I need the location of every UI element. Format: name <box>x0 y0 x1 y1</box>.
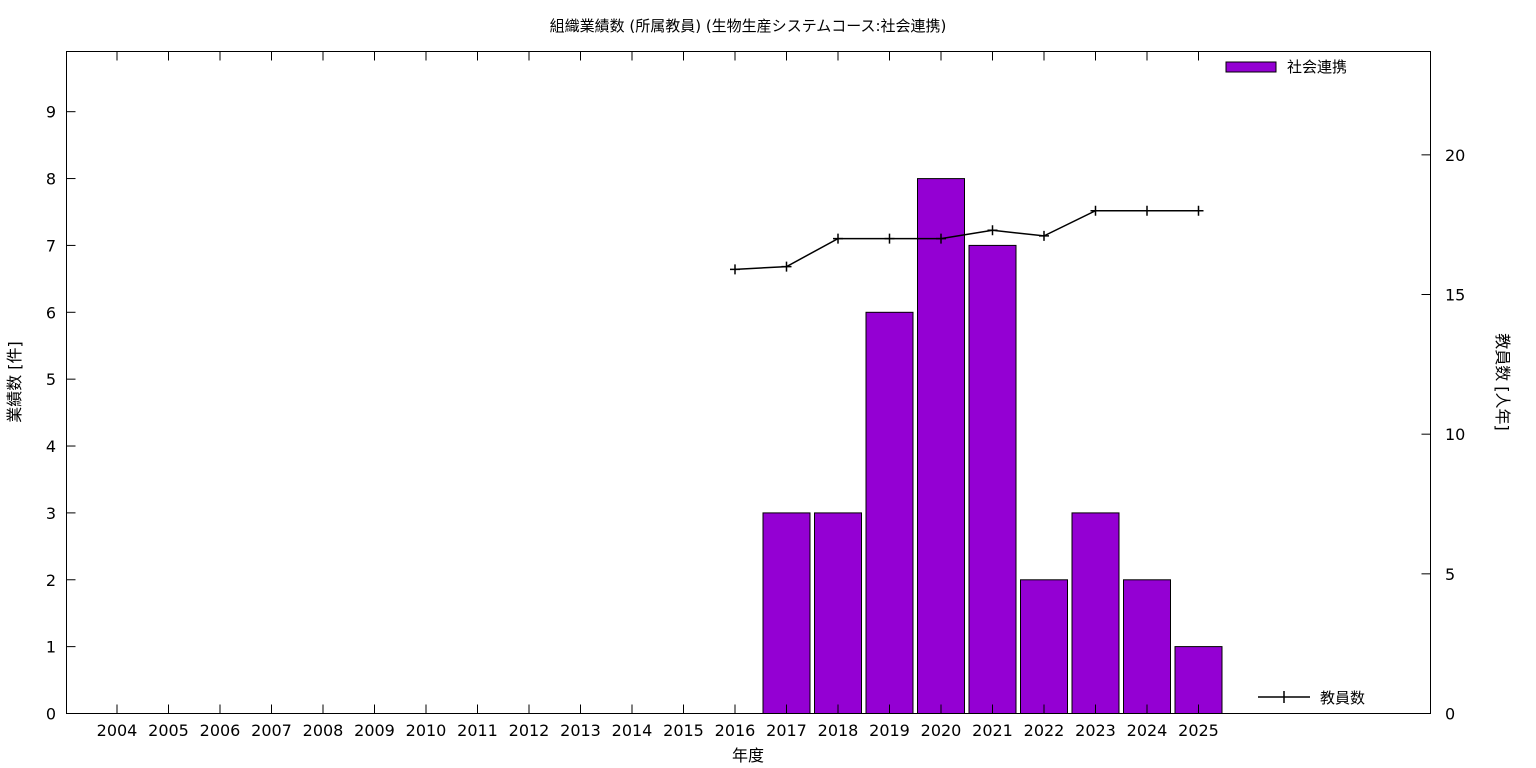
teacher-count-point-2022 <box>1039 230 1049 241</box>
plus-marker <box>833 233 843 244</box>
x-tick-label-2011: 2011 <box>457 721 498 740</box>
x-tick-label-2012: 2012 <box>509 721 550 740</box>
teacher-count-point-2023 <box>1090 205 1101 216</box>
x-tick-label-2006: 2006 <box>200 721 241 740</box>
bar-2022 <box>1020 579 1068 714</box>
y-axis-label: 業績数 [件] <box>5 341 24 423</box>
plus-marker <box>1142 205 1152 216</box>
x-tick-label-2022: 2022 <box>1024 721 1065 740</box>
x-tick-label-2020: 2020 <box>921 721 962 740</box>
teacher-count-line <box>734 209 1199 271</box>
teacher-count-point-2025 <box>1193 205 1204 216</box>
x-tick-label-2010: 2010 <box>406 721 447 740</box>
bar-2024 <box>1123 579 1171 714</box>
plus-marker <box>1090 205 1101 216</box>
x-tick-label-2025: 2025 <box>1178 721 1219 740</box>
plus-marker <box>781 261 792 272</box>
y-tick-label-0: 0 <box>46 705 56 724</box>
teacher-count-point-2021 <box>987 225 998 236</box>
x-tick-label-2005: 2005 <box>148 721 189 740</box>
plus-marker <box>1193 205 1204 216</box>
teacher-count-point-2016 <box>730 264 740 275</box>
y-tick-label-8: 8 <box>46 170 56 189</box>
x-tick-label-2023: 2023 <box>1075 721 1116 740</box>
bar-2018 <box>814 512 862 715</box>
x-tick-label-2016: 2016 <box>715 721 756 740</box>
teacher-count-point-2018 <box>833 233 843 244</box>
y-tick-label-6: 6 <box>46 303 56 322</box>
bar-2020 <box>917 178 965 715</box>
bar-2025 <box>1174 646 1223 714</box>
y2-tick-label-20: 20 <box>1445 146 1465 165</box>
bars-layer <box>762 178 1223 715</box>
plot-area-frame <box>66 51 1431 714</box>
chart-title: 組織業績数 (所属教員) (生物生産システムコース:社会連携) <box>550 17 947 35</box>
x-tick-label-2009: 2009 <box>354 721 395 740</box>
y2-tick-label-0: 0 <box>1445 705 1455 724</box>
y2-tick-label-10: 10 <box>1445 425 1465 444</box>
legend-line-label: 教員数 <box>1320 689 1365 707</box>
legend-line: 教員数 <box>1258 689 1365 707</box>
legend-bar-label: 社会連携 <box>1287 58 1347 76</box>
y2-tick-label-5: 5 <box>1445 565 1455 584</box>
legend-bar-swatch <box>1225 61 1277 73</box>
y-tick-label-5: 5 <box>46 370 56 389</box>
x-tick-label-2019: 2019 <box>869 721 910 740</box>
teacher-count-point-2017 <box>781 261 792 272</box>
x-tick-label-2007: 2007 <box>251 721 292 740</box>
bar-2017 <box>762 512 811 715</box>
plus-marker <box>884 233 895 244</box>
plus-marker <box>730 264 740 275</box>
x-tick-label-2015: 2015 <box>663 721 704 740</box>
bar-2021 <box>968 244 1017 714</box>
x-tick-label-2017: 2017 <box>766 721 807 740</box>
legend-bar: 社会連携 <box>1225 58 1347 76</box>
x-tick-label-2014: 2014 <box>612 721 653 740</box>
y2-tick-label-15: 15 <box>1445 286 1465 305</box>
y-tick-label-1: 1 <box>46 638 56 657</box>
bar-2019 <box>865 311 914 714</box>
line-layer <box>730 205 1204 275</box>
teacher-count-point-2020 <box>936 233 946 244</box>
x-tick-label-2008: 2008 <box>303 721 344 740</box>
x-tick-label-2018: 2018 <box>818 721 859 740</box>
y-tick-label-9: 9 <box>46 103 56 122</box>
bar-2023 <box>1071 512 1120 715</box>
x-tick-label-2021: 2021 <box>972 721 1013 740</box>
y2-axis-label: 教員数 [人年] <box>1493 333 1512 431</box>
x-tick-label-2004: 2004 <box>97 721 138 740</box>
teacher-count-point-2024 <box>1142 205 1152 216</box>
y-tick-label-3: 3 <box>46 504 56 523</box>
teacher-count-point-2019 <box>884 233 895 244</box>
x-tick-label-2024: 2024 <box>1127 721 1168 740</box>
x-tick-label-2013: 2013 <box>560 721 601 740</box>
plus-marker <box>987 225 998 236</box>
y-tick-label-7: 7 <box>46 236 56 255</box>
ticks-layer: 0 1 2 3 4 5 6 7 8 9 0 5 10 15 20 2004 2005 2006 2007 2008 20… <box>46 51 1465 740</box>
y-tick-label-2: 2 <box>46 571 56 590</box>
plus-marker <box>936 233 946 244</box>
y-tick-label-4: 4 <box>46 437 56 456</box>
x-axis-label: 年度 <box>732 746 764 765</box>
plus-marker <box>1039 230 1049 241</box>
